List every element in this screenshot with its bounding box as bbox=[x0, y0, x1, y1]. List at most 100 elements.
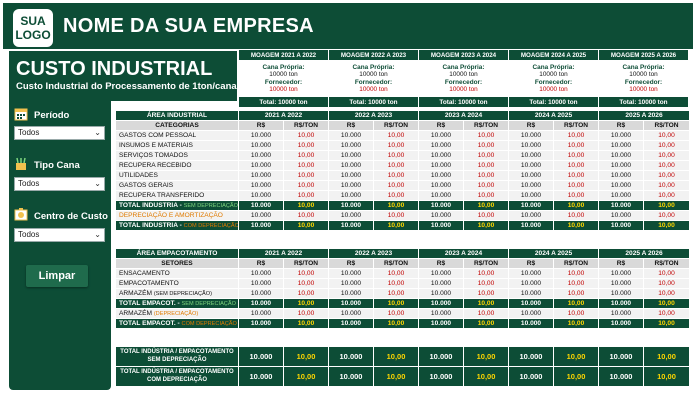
grand-value-rs-ton: 10,00 bbox=[283, 346, 329, 367]
value-rs-ton: 10,00 bbox=[283, 278, 329, 289]
value-rs: 10.000 bbox=[328, 308, 374, 319]
value-rs: 10.000 bbox=[508, 318, 554, 329]
chevron-down-icon: ⌄ bbox=[94, 128, 101, 137]
grand-value-rs-ton: 10,00 bbox=[463, 366, 509, 387]
setor-label: ENSACAMENTO bbox=[119, 270, 170, 277]
fornecedor-label: Fornecedor: bbox=[444, 78, 483, 86]
category-header: CATEGORIAS bbox=[115, 120, 239, 131]
value-rs-ton: 10,00 bbox=[553, 220, 599, 231]
moagem-detail: Cana Própria: 10000 ton Fornecedor: 10000 t… bbox=[328, 60, 419, 97]
category-label: GASTOS COM PESSOAL bbox=[119, 132, 197, 139]
total-empacot-sem: TOTAL EMPACOT. - SEM DEPRECIAÇÃO bbox=[119, 300, 236, 307]
value-rs: 10.000 bbox=[328, 170, 374, 181]
column-rs: R$ bbox=[508, 258, 554, 269]
value-rs-ton: 10,00 bbox=[283, 308, 329, 319]
value-rs: 10.000 bbox=[238, 130, 284, 141]
grand-value-rs: 10.000 bbox=[598, 366, 644, 387]
value-rs: 10.000 bbox=[238, 170, 284, 181]
value-rs-ton: 10,00 bbox=[553, 200, 599, 211]
row-label: ENSACAMENTO bbox=[115, 268, 239, 279]
year-header: 2024 A 2025 bbox=[508, 110, 599, 121]
column-rs-ton: R$/TON bbox=[463, 258, 509, 269]
column-rs: R$ bbox=[328, 258, 374, 269]
value-rs-ton: 10,00 bbox=[373, 268, 419, 279]
moagem-total: Total: 10000 ton bbox=[238, 96, 329, 108]
grand-total-row: TOTAL INDÚSTRIA / EMPACOTAMENTO COM DEPRE… bbox=[115, 366, 690, 387]
cana-propria-value: 10000 ton bbox=[629, 71, 658, 78]
value-rs: 10.000 bbox=[598, 170, 644, 181]
value-rs: 10.000 bbox=[508, 180, 554, 191]
value-rs: 10.000 bbox=[418, 288, 464, 299]
column-rs-ton: R$/TON bbox=[373, 258, 419, 269]
value-rs-ton: 10,00 bbox=[553, 180, 599, 191]
value-rs-ton: 10,00 bbox=[553, 288, 599, 299]
grand-value-rs: 10.000 bbox=[238, 346, 284, 367]
value-rs-ton: 10,00 bbox=[373, 130, 419, 141]
table-row: DEPRECIAÇÃO E AMORTIZAÇÃO 10.000 10,00 10.0… bbox=[115, 210, 690, 221]
total-industria-com: TOTAL INDUSTRIA - COM DEPRECIAÇÃO bbox=[119, 222, 238, 229]
value-rs: 10.000 bbox=[418, 150, 464, 161]
value-rs: 10.000 bbox=[508, 140, 554, 151]
value-rs: 10.000 bbox=[598, 278, 644, 289]
tipo-cana-select[interactable]: Todos ⌄ bbox=[14, 177, 105, 191]
area-label: ÁREA INDUSTRIAL bbox=[115, 110, 239, 121]
row-label: EMPACOTAMENTO bbox=[115, 278, 239, 289]
moagem-header: MOAGEM 2022 A 2023 bbox=[328, 49, 419, 61]
grand-total-row: TOTAL INDÚSTRIA / EMPACOTAMENTO SEM DEPRE… bbox=[115, 346, 690, 367]
grand-value-rs-ton: 10,00 bbox=[373, 346, 419, 367]
armazem-dep: ARMAZÉM (DEPRECIAÇÃO) bbox=[119, 310, 198, 317]
table-row: EMPACOTAMENTO 10.000 10,00 10.000 10,00 10.00… bbox=[115, 278, 690, 289]
value-rs-ton: 10,00 bbox=[373, 170, 419, 181]
armazem-sem-b: (SEM DEPRECIAÇÃO) bbox=[153, 291, 212, 297]
value-rs-ton: 10,00 bbox=[463, 190, 509, 201]
value-rs-ton: 10,00 bbox=[283, 180, 329, 191]
moagem-total: Total: 10000 ton bbox=[328, 96, 419, 108]
title-box bbox=[9, 51, 237, 101]
grand-value-rs-ton: 10,00 bbox=[373, 366, 419, 387]
grand-value-rs: 10.000 bbox=[418, 366, 464, 387]
value-rs-ton: 10,00 bbox=[373, 190, 419, 201]
sugarcane-icon bbox=[16, 157, 26, 170]
value-rs-ton: 10,00 bbox=[283, 190, 329, 201]
total-row: TOTAL INDUSTRIA - COM DEPRECIAÇÃO 10.000 1… bbox=[115, 220, 690, 231]
logo-line-1: SUA bbox=[20, 14, 46, 28]
chevron-down-icon: ⌄ bbox=[94, 230, 101, 239]
grand-value-rs: 10.000 bbox=[238, 366, 284, 387]
value-rs: 10.000 bbox=[328, 200, 374, 211]
header-bar: SUA LOGO NOME DA SUA EMPRESA bbox=[3, 3, 693, 49]
grand-total-label: TOTAL INDÚSTRIA / EMPACOTAMENTO SEM DEPRE… bbox=[115, 346, 239, 367]
category-header: SETORES bbox=[115, 258, 239, 269]
filter-label-centro-custo: Centro de Custo bbox=[34, 211, 108, 222]
value-rs: 10.000 bbox=[238, 210, 284, 221]
total-empacot-sem-b: SEM DEPRECIAÇÃO bbox=[181, 301, 236, 307]
value-rs: 10.000 bbox=[328, 220, 374, 231]
column-rs: R$ bbox=[418, 120, 464, 131]
value-rs: 10.000 bbox=[508, 160, 554, 171]
value-rs: 10.000 bbox=[418, 268, 464, 279]
centro-custo-select[interactable]: Todos ⌄ bbox=[14, 228, 105, 242]
moagem-total: Total: 10000 ton bbox=[508, 96, 599, 108]
value-rs: 10.000 bbox=[598, 200, 644, 211]
value-rs-ton: 10,00 bbox=[463, 150, 509, 161]
value-rs: 10.000 bbox=[508, 130, 554, 141]
value-rs-ton: 10,00 bbox=[463, 220, 509, 231]
value-rs-ton: 10,00 bbox=[463, 288, 509, 299]
value-rs-ton: 10,00 bbox=[643, 278, 690, 289]
clear-filters-button[interactable]: Limpar bbox=[26, 265, 88, 287]
value-rs-ton: 10,00 bbox=[553, 298, 599, 309]
value-rs: 10.000 bbox=[238, 190, 284, 201]
fornecedor-label: Fornecedor: bbox=[354, 78, 393, 86]
periodo-select-value: Todos bbox=[18, 128, 40, 137]
value-rs-ton: 10,00 bbox=[373, 200, 419, 211]
value-rs-ton: 10,00 bbox=[463, 130, 509, 141]
value-rs-ton: 10,00 bbox=[373, 288, 419, 299]
year-header: 2022 A 2023 bbox=[328, 110, 419, 121]
row-label: RECUPERA TRANSFERIDO bbox=[115, 190, 239, 201]
category-label: UTILIDADES bbox=[119, 172, 158, 179]
value-rs-ton: 10,00 bbox=[643, 170, 690, 181]
value-rs: 10.000 bbox=[418, 180, 464, 191]
periodo-select[interactable]: Todos ⌄ bbox=[14, 126, 105, 140]
value-rs: 10.000 bbox=[328, 288, 374, 299]
value-rs-ton: 10,00 bbox=[643, 180, 690, 191]
year-header: 2022 A 2023 bbox=[328, 248, 419, 259]
